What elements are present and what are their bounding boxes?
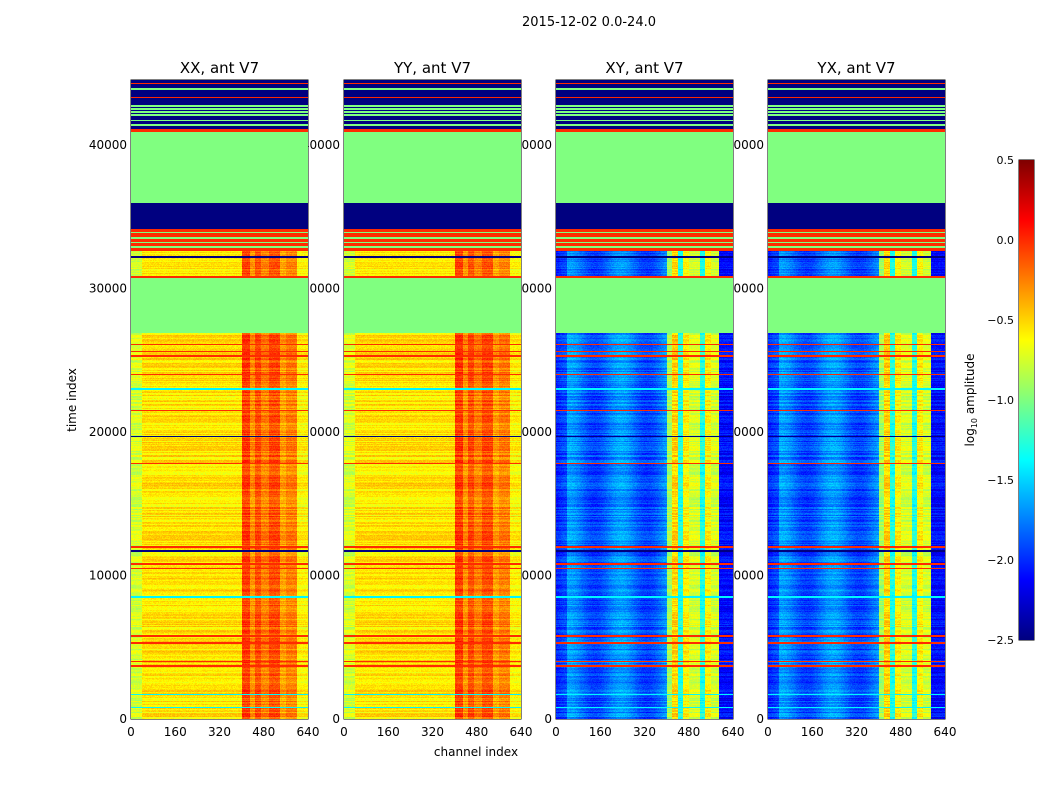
y-tick-label: 20000 <box>514 425 552 439</box>
heatmap-image-1 <box>131 80 308 719</box>
x-tick-label: 320 <box>633 725 656 739</box>
x-tick-label: 640 <box>722 725 745 739</box>
x-tick-label: 0 <box>764 725 772 739</box>
x-tick-label: 0 <box>127 725 135 739</box>
x-tick-label: 480 <box>677 725 700 739</box>
x-tick-label: 480 <box>465 725 488 739</box>
y-tick-label: 40000 <box>89 138 127 152</box>
y-tick-label: 10000 <box>89 569 127 583</box>
x-tick-label: 320 <box>421 725 444 739</box>
x-tick-label: 640 <box>510 725 533 739</box>
x-tick-label: 160 <box>589 725 612 739</box>
panel-title: XY, ant V7 <box>605 59 683 77</box>
x-tick-label: 480 <box>252 725 275 739</box>
x-tick-label: 480 <box>889 725 912 739</box>
y-tick-label: 10000 <box>302 569 340 583</box>
heatmap-image-2 <box>344 80 521 719</box>
x-axis-label: channel index <box>434 745 518 759</box>
colorbar-tick-label: −0.5 <box>987 314 1014 327</box>
y-tick-label: 10000 <box>726 569 764 583</box>
x-tick-label: 0 <box>552 725 560 739</box>
x-tick-label: 160 <box>164 725 187 739</box>
y-tick-label: 40000 <box>514 138 552 152</box>
colorbar-tick-label: −1.0 <box>987 394 1014 407</box>
y-tick-label: 0 <box>332 712 340 726</box>
x-tick-label: 160 <box>801 725 824 739</box>
y-tick-label: 20000 <box>726 425 764 439</box>
colorbar-tick-label: −2.5 <box>987 634 1014 647</box>
y-tick-label: 40000 <box>726 138 764 152</box>
y-tick-label: 40000 <box>302 138 340 152</box>
y-tick-label: 0 <box>544 712 552 726</box>
y-tick-label: 30000 <box>514 282 552 296</box>
x-tick-label: 0 <box>340 725 348 739</box>
colorbar-label: log10 amplitude <box>963 354 979 447</box>
x-tick-label: 320 <box>208 725 231 739</box>
colorbar-tick-label: 0.5 <box>997 154 1015 167</box>
colorbar-tick-label: 0.0 <box>997 234 1015 247</box>
figure-title: 2015-12-02 0.0-24.0 <box>522 15 656 30</box>
x-tick-label: 160 <box>377 725 400 739</box>
y-tick-label: 30000 <box>726 282 764 296</box>
y-tick-label: 20000 <box>302 425 340 439</box>
colorbar-tick-label: −1.5 <box>987 474 1014 487</box>
y-tick-label: 20000 <box>89 425 127 439</box>
x-tick-label: 640 <box>934 725 957 739</box>
colorbar-tick-label: −2.0 <box>987 554 1014 567</box>
y-tick-label: 0 <box>119 712 127 726</box>
panel-title: YY, ant V7 <box>393 59 471 77</box>
heatmap-image-4 <box>768 80 945 719</box>
x-tick-label: 320 <box>845 725 868 739</box>
heatmap-image-3 <box>556 80 733 719</box>
y-tick-label: 30000 <box>89 282 127 296</box>
panel-title: XX, ant V7 <box>180 59 259 77</box>
y-tick-label: 0 <box>756 712 764 726</box>
x-tick-label: 640 <box>297 725 320 739</box>
y-tick-label: 30000 <box>302 282 340 296</box>
colorbar <box>1019 160 1034 640</box>
panel-title: YX, ant V7 <box>816 59 895 77</box>
y-axis-label: time index <box>65 368 79 432</box>
y-tick-label: 10000 <box>514 569 552 583</box>
